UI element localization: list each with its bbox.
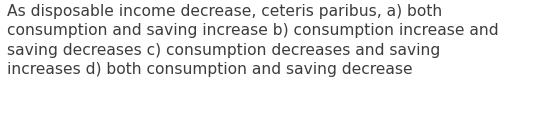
Text: As disposable income decrease, ceteris paribus, a) both
consumption and saving i: As disposable income decrease, ceteris p… [7, 4, 498, 77]
